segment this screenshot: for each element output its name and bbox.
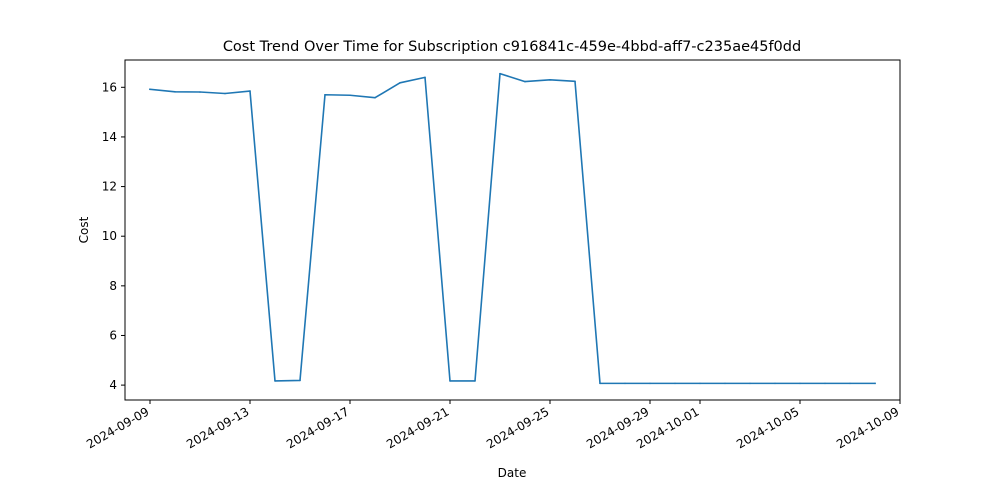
data-point (874, 382, 876, 385)
y-tick-label: 6 (109, 328, 117, 342)
data-point (649, 382, 651, 385)
y-axis: 4 6 8 10 12 14 16 (102, 80, 125, 392)
x-tick-label: 2024-09-17 (284, 404, 351, 451)
y-tick-label: 10 (102, 229, 117, 243)
x-tick-label: 2024-09-13 (184, 404, 251, 451)
data-point (349, 94, 351, 97)
data-point (499, 72, 501, 75)
data-point (749, 382, 751, 385)
data-point (799, 382, 801, 385)
x-tick-label: 2024-09-09 (84, 404, 151, 451)
x-tick-label: 2024-09-21 (384, 404, 451, 451)
y-tick-label: 14 (102, 130, 117, 144)
y-tick-label: 12 (102, 180, 117, 194)
data-point (474, 380, 476, 382)
y-tick-label: 16 (102, 80, 117, 94)
data-point (299, 379, 301, 382)
data-point (249, 90, 251, 92)
data-point (549, 79, 551, 81)
data-point (699, 382, 701, 385)
data-point (849, 382, 851, 385)
plot-area (124, 59, 901, 401)
data-point (149, 88, 151, 91)
data-point (199, 91, 201, 93)
data-point (674, 382, 676, 385)
data-point (449, 380, 451, 382)
data-point (399, 82, 401, 84)
data-point (574, 80, 576, 83)
y-axis-label: Cost (77, 216, 91, 243)
data-point (374, 96, 376, 99)
data-point (774, 382, 776, 385)
data-point (274, 380, 276, 382)
data-point (724, 382, 726, 385)
series-layer (149, 72, 876, 385)
chart-title: Cost Trend Over Time for Subscription c9… (223, 39, 801, 55)
cost-series-line (149, 72, 876, 385)
y-tick-label: 8 (109, 279, 117, 293)
data-point (174, 90, 176, 93)
data-point (599, 382, 601, 385)
x-tick-label: 2024-10-05 (734, 404, 801, 451)
x-tick-label: 2024-10-09 (834, 404, 901, 451)
data-point (324, 93, 326, 96)
data-point (524, 80, 526, 83)
x-axis-label: Date (498, 466, 527, 480)
data-point (224, 92, 226, 95)
x-tick-label: 2024-09-25 (484, 404, 551, 451)
y-tick-label: 4 (109, 378, 117, 392)
data-point (824, 382, 826, 385)
data-point (424, 76, 426, 79)
x-axis: 2024-09-09 2024-09-13 2024-09-17 2024-09-21… (84, 400, 902, 451)
data-point (624, 382, 626, 385)
